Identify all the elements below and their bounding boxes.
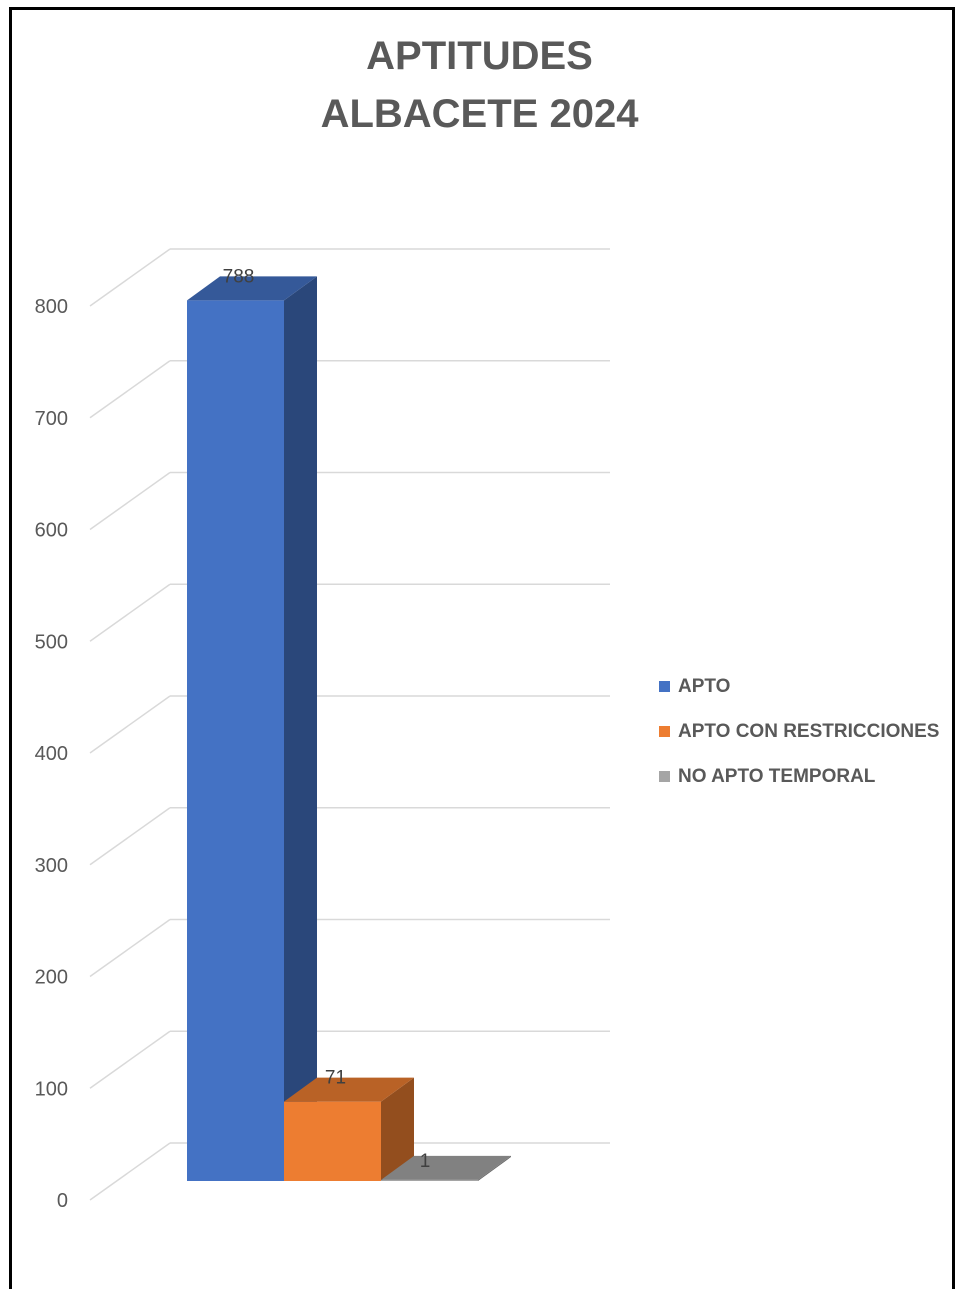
legend-swatch-apto-con-restricciones [659, 726, 670, 737]
legend-label-apto-con-restricciones: APTO CON RESTRICCIONES [678, 720, 940, 742]
legend-label-apto: APTO [678, 675, 731, 697]
chart-subtitle: ALBACETE 2024 [320, 92, 639, 136]
gridline-side-0 [89, 1142, 171, 1201]
gridline-side-300 [89, 807, 171, 866]
bar-front-apto [187, 300, 284, 1181]
gridline-side-600 [89, 471, 171, 531]
bar-side-apto [284, 276, 317, 1181]
y-tick-label-700: 700 [35, 408, 68, 430]
y-tick-label-100: 100 [35, 1078, 68, 1100]
chart-frame [9, 7, 955, 1289]
legend-swatch-apto [659, 681, 670, 692]
gridline-side-800 [89, 248, 171, 307]
gridline-side-500 [89, 583, 171, 642]
y-tick-label-200: 200 [35, 967, 68, 989]
data-label-apto-con-restricciones: 71 [325, 1068, 346, 1089]
gridline-side-200 [89, 918, 171, 978]
y-tick-label-800: 800 [35, 296, 68, 318]
bar-side-apto-con-restricciones [381, 1077, 414, 1181]
chart-title: APTITUDES [366, 34, 593, 78]
bar-top-apto-con-restricciones [284, 1077, 414, 1102]
y-tick-label-0: 0 [57, 1190, 68, 1212]
bar-top-apto [187, 276, 317, 301]
legend-label-no-apto-temporal: NO APTO TEMPORAL [678, 765, 876, 787]
bar-top-no-apto-temporal [381, 1155, 511, 1180]
y-tick-label-400: 400 [35, 743, 68, 765]
bar-front-no-apto-temporal [381, 1179, 478, 1181]
y-tick-label-600: 600 [35, 520, 68, 542]
y-tick-label-500: 500 [35, 631, 68, 653]
gridline-side-700 [89, 360, 171, 419]
data-label-no-apto-temporal: 1 [420, 1151, 431, 1172]
gridline-side-400 [89, 695, 171, 754]
bar-side-no-apto-temporal [478, 1155, 511, 1181]
legend-swatch-no-apto-temporal [659, 771, 670, 782]
data-label-apto: 788 [223, 266, 255, 287]
chart-legend: APTO APTO CON RESTRICCIONES NO APTO TEMP… [659, 664, 939, 799]
bar-front-apto-con-restricciones [284, 1101, 381, 1181]
legend-item-apto: APTO [659, 664, 939, 709]
legend-item-no-apto-temporal: NO APTO TEMPORAL [659, 754, 939, 799]
legend-item-apto-con-restricciones: APTO CON RESTRICCIONES [659, 709, 939, 754]
y-tick-label-300: 300 [35, 855, 68, 877]
gridline-side-100 [89, 1030, 171, 1089]
